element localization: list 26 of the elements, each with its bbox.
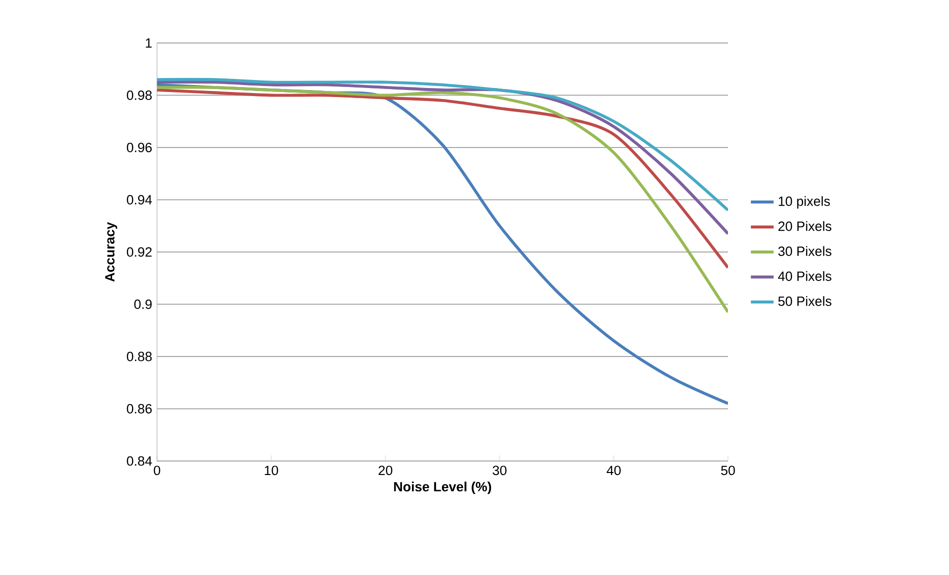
x-tick-label: 40 [606,466,621,476]
y-tick-label: 0.86 [126,404,152,414]
legend-label: 40 Pixels [778,271,832,281]
legend-label: 50 Pixels [778,296,832,306]
y-tick-label: 0.88 [126,352,152,362]
y-tick-label: 0.98 [126,90,152,100]
line-series [157,80,728,236]
y-tick-label: 0.92 [126,247,152,257]
x-tick-label: 10 [264,466,278,476]
y-tick-label: 1 [146,38,152,48]
legend-label: 10 pixels [778,196,830,209]
y-tick-label: 0.84 [126,456,152,466]
y-tick-label: 0.96 [126,142,152,152]
x-tick-label: 50 [721,466,735,476]
x-axis-title: Noise Level (%) [394,482,492,494]
legend-label: 20 Pixels [778,221,832,231]
line-series [157,78,728,212]
y-axis-title: Accuracy [105,222,118,282]
legend-label: 30 Pixels [778,246,832,256]
line-series [157,88,728,270]
x-tick-label: 30 [492,466,506,476]
y-tick-label: 0.94 [126,195,152,204]
line-series [157,86,728,314]
x-tick-label: 0 [154,466,160,476]
y-tick-label: 0.9 [134,300,152,309]
x-tick-label: 20 [378,466,392,476]
